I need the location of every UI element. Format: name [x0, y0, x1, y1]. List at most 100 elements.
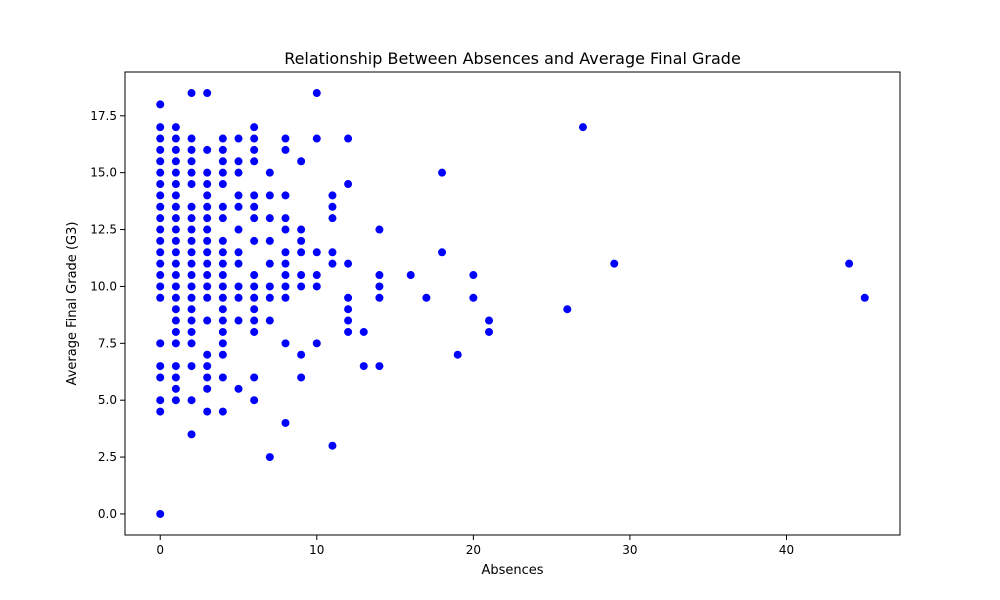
data-point	[265, 214, 274, 223]
data-point	[203, 248, 212, 257]
data-point	[187, 271, 196, 280]
data-point	[265, 293, 274, 302]
data-point	[171, 145, 180, 154]
data-point	[281, 282, 290, 291]
x-tick-label: 40	[779, 543, 794, 557]
y-tick-label: 15.0	[90, 166, 117, 180]
x-tick-label: 30	[622, 543, 637, 557]
data-point	[438, 168, 447, 177]
data-point	[312, 282, 321, 291]
data-point	[203, 191, 212, 200]
data-point	[171, 123, 180, 132]
x-tick-label: 0	[156, 543, 164, 557]
data-point	[156, 157, 165, 166]
data-point	[250, 236, 259, 245]
x-axis-ticks: 0 10 20 30 40	[156, 535, 794, 557]
data-point	[203, 384, 212, 393]
data-point	[218, 350, 227, 359]
data-point	[203, 350, 212, 359]
data-point	[171, 259, 180, 268]
data-point	[250, 282, 259, 291]
data-point	[281, 339, 290, 348]
data-point	[187, 225, 196, 234]
data-point	[218, 316, 227, 325]
data-point	[203, 145, 212, 154]
data-point	[187, 202, 196, 211]
data-point	[156, 259, 165, 268]
data-point	[203, 180, 212, 189]
data-point	[171, 362, 180, 371]
data-point	[265, 316, 274, 325]
data-point	[281, 418, 290, 427]
data-point	[469, 271, 478, 280]
data-point	[156, 509, 165, 518]
data-point	[171, 316, 180, 325]
data-point	[297, 225, 306, 234]
data-point	[845, 259, 854, 268]
data-point	[156, 168, 165, 177]
data-point	[344, 305, 353, 314]
data-point	[171, 327, 180, 336]
data-point	[375, 282, 384, 291]
data-point	[312, 248, 321, 257]
data-point	[187, 339, 196, 348]
data-points	[156, 89, 869, 518]
data-point	[187, 168, 196, 177]
data-point	[218, 259, 227, 268]
y-tick-label: 2.5	[98, 450, 117, 464]
data-point	[171, 305, 180, 314]
data-point	[187, 430, 196, 439]
data-point	[171, 191, 180, 200]
data-point	[203, 282, 212, 291]
data-point	[328, 202, 337, 211]
y-axis-ticks: 0.0 2.5 5.0 7.5 10.0 12.5 15.0 17.5	[90, 109, 125, 521]
data-point	[328, 191, 337, 200]
data-point	[250, 202, 259, 211]
data-point	[203, 362, 212, 371]
data-point	[297, 271, 306, 280]
x-axis-label: Absences	[481, 563, 543, 578]
data-point	[218, 168, 227, 177]
data-point	[281, 191, 290, 200]
data-point	[234, 282, 243, 291]
data-point	[250, 316, 259, 325]
data-point	[171, 396, 180, 405]
data-point	[187, 134, 196, 143]
data-point	[234, 293, 243, 302]
data-point	[171, 180, 180, 189]
data-point	[265, 168, 274, 177]
data-point	[156, 100, 165, 109]
data-point	[218, 327, 227, 336]
data-point	[171, 157, 180, 166]
data-point	[156, 373, 165, 382]
data-point	[344, 316, 353, 325]
data-point	[250, 396, 259, 405]
data-point	[375, 271, 384, 280]
y-tick-label: 0.0	[98, 507, 117, 521]
data-point	[203, 236, 212, 245]
data-point	[344, 259, 353, 268]
data-point	[281, 271, 290, 280]
data-point	[187, 396, 196, 405]
data-point	[265, 259, 274, 268]
data-point	[344, 293, 353, 302]
y-tick-label: 10.0	[90, 279, 117, 293]
data-point	[203, 202, 212, 211]
data-point	[328, 441, 337, 450]
data-point	[171, 168, 180, 177]
data-point	[203, 89, 212, 98]
data-point	[156, 248, 165, 257]
data-point	[156, 191, 165, 200]
data-point	[297, 373, 306, 382]
data-point	[234, 202, 243, 211]
data-point	[281, 293, 290, 302]
data-point	[250, 327, 259, 336]
data-point	[250, 134, 259, 143]
data-point	[203, 225, 212, 234]
data-point	[171, 339, 180, 348]
data-point	[234, 316, 243, 325]
data-point	[218, 214, 227, 223]
data-point	[469, 293, 478, 302]
data-point	[375, 293, 384, 302]
